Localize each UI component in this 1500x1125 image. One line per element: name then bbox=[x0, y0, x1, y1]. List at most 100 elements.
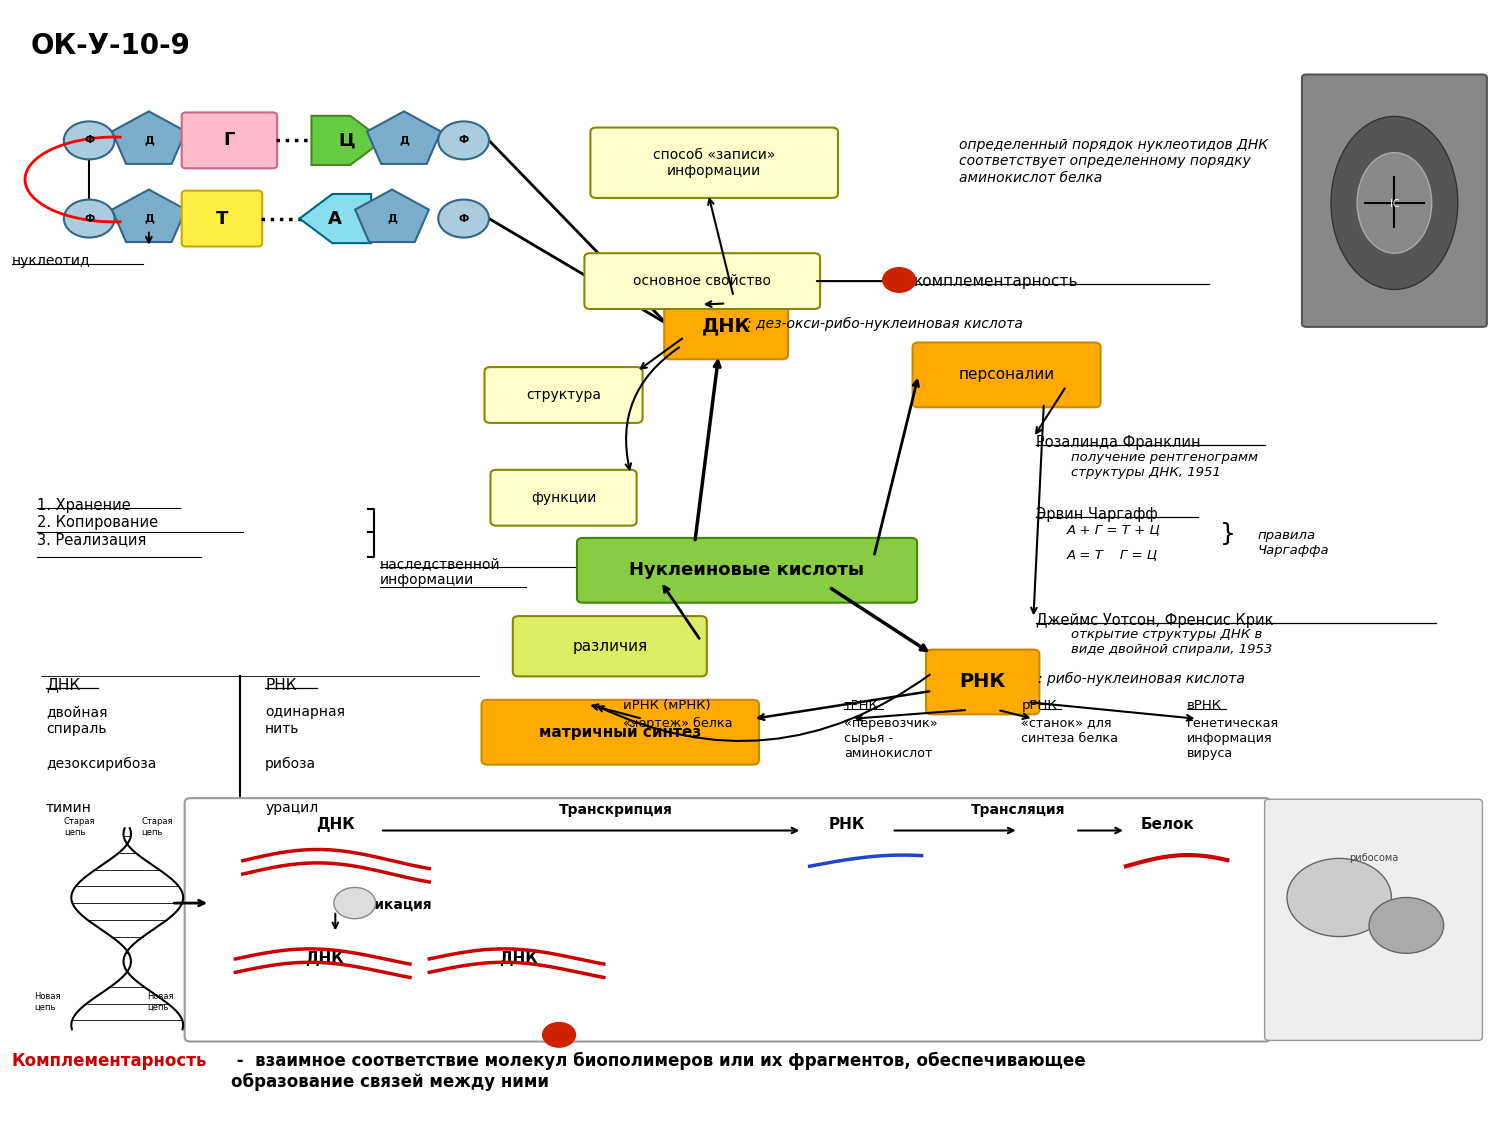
Text: двойная
спираль: двойная спираль bbox=[46, 705, 108, 736]
Text: различия: различия bbox=[572, 639, 648, 654]
FancyBboxPatch shape bbox=[513, 616, 706, 676]
Text: ДНК: ДНК bbox=[316, 817, 354, 832]
Text: Старая
цепь: Старая цепь bbox=[141, 817, 172, 837]
Text: Розалинда Франклин: Розалинда Франклин bbox=[1036, 435, 1202, 450]
Text: наследственной
информации: наследственной информации bbox=[380, 557, 501, 587]
Text: тимин: тимин bbox=[46, 801, 92, 816]
Text: Ф: Ф bbox=[84, 214, 94, 224]
Text: Г: Г bbox=[224, 132, 236, 150]
Text: рРНК: рРНК bbox=[1022, 699, 1058, 712]
Text: Д: Д bbox=[387, 214, 398, 224]
Text: Т: Т bbox=[216, 209, 228, 227]
Text: Эрвин Чаргафф: Эрвин Чаргафф bbox=[1036, 506, 1158, 522]
Text: рибоза: рибоза bbox=[266, 757, 316, 771]
Circle shape bbox=[334, 888, 375, 919]
FancyBboxPatch shape bbox=[1264, 799, 1482, 1041]
FancyBboxPatch shape bbox=[664, 292, 788, 359]
Polygon shape bbox=[112, 111, 186, 164]
Text: Ф: Ф bbox=[459, 214, 468, 224]
Text: Д: Д bbox=[144, 214, 154, 224]
Text: основное свойство: основное свойство bbox=[633, 274, 771, 288]
Text: РНК: РНК bbox=[266, 677, 297, 693]
FancyBboxPatch shape bbox=[184, 798, 1270, 1042]
Text: РНК: РНК bbox=[830, 817, 866, 832]
Text: ДНК: ДНК bbox=[306, 951, 344, 966]
Text: «чертеж» белка: «чертеж» белка bbox=[622, 717, 732, 730]
Text: РНК: РНК bbox=[960, 673, 1006, 692]
FancyBboxPatch shape bbox=[482, 700, 759, 765]
Text: Ф: Ф bbox=[84, 135, 94, 145]
Text: Комплементарность: Комплементарность bbox=[12, 1052, 207, 1070]
Text: Новая
цепь: Новая цепь bbox=[34, 992, 60, 1011]
Text: IC: IC bbox=[1389, 199, 1400, 209]
Text: структура: структура bbox=[526, 388, 602, 402]
Text: персоналии: персоналии bbox=[958, 368, 1054, 382]
FancyBboxPatch shape bbox=[591, 127, 838, 198]
Text: Джеймс Уотсон, Френсис Крик: Джеймс Уотсон, Френсис Крик bbox=[1036, 613, 1274, 628]
Text: Ц: Ц bbox=[339, 132, 356, 150]
Text: нуклеотид: нуклеотид bbox=[12, 254, 90, 268]
Text: Д: Д bbox=[399, 135, 410, 145]
Text: Нуклеиновые кислоты: Нуклеиновые кислоты bbox=[630, 561, 864, 579]
Text: -  взаимное соответствие молекул биополимеров или их фрагментов, обеспечивающее
: - взаимное соответствие молекул биополим… bbox=[231, 1052, 1086, 1091]
Text: А: А bbox=[328, 209, 342, 227]
Text: «перевозчик»
сырья -
аминокислот: «перевозчик» сырья - аминокислот bbox=[844, 717, 938, 759]
Text: тРНК: тРНК bbox=[844, 699, 879, 712]
FancyBboxPatch shape bbox=[1302, 74, 1486, 327]
Text: функции: функции bbox=[531, 490, 596, 505]
Text: одинарная
нить: одинарная нить bbox=[266, 705, 345, 736]
Circle shape bbox=[884, 268, 915, 292]
Text: Трансляция: Трансляция bbox=[970, 802, 1065, 817]
Text: генетическая
информация
вируса: генетическая информация вируса bbox=[1186, 717, 1280, 759]
Ellipse shape bbox=[1358, 153, 1431, 253]
Text: «станок» для
синтеза белка: «станок» для синтеза белка bbox=[1022, 717, 1119, 745]
FancyBboxPatch shape bbox=[182, 112, 278, 169]
FancyBboxPatch shape bbox=[585, 253, 820, 309]
Text: : рибо-нуклеиновая кислота: : рибо-нуклеиновая кислота bbox=[1038, 672, 1245, 685]
Text: урацил: урацил bbox=[266, 801, 318, 816]
Text: Белок: Белок bbox=[1142, 817, 1194, 832]
FancyBboxPatch shape bbox=[926, 649, 1040, 714]
Circle shape bbox=[64, 199, 114, 237]
Text: Транскрипция: Транскрипция bbox=[560, 802, 672, 817]
FancyBboxPatch shape bbox=[484, 367, 642, 423]
Ellipse shape bbox=[1330, 116, 1458, 289]
FancyBboxPatch shape bbox=[912, 342, 1101, 407]
Text: дезоксирибоза: дезоксирибоза bbox=[46, 757, 156, 771]
Circle shape bbox=[1370, 898, 1443, 953]
Circle shape bbox=[543, 1023, 576, 1047]
Text: открытие структуры ДНК в
виде двойной спирали, 1953: открытие структуры ДНК в виде двойной сп… bbox=[1071, 629, 1272, 656]
FancyBboxPatch shape bbox=[490, 470, 636, 525]
Circle shape bbox=[1287, 858, 1392, 937]
Text: иРНК (мРНК): иРНК (мРНК) bbox=[622, 699, 711, 712]
Text: Д: Д bbox=[144, 135, 154, 145]
FancyBboxPatch shape bbox=[578, 538, 916, 603]
Circle shape bbox=[438, 122, 489, 160]
Text: ДНК: ДНК bbox=[500, 951, 538, 966]
Text: А = Т    Г = Ц: А = Т Г = Ц bbox=[1066, 548, 1158, 561]
Text: ДНК: ДНК bbox=[702, 316, 752, 335]
Text: Ф: Ф bbox=[459, 135, 468, 145]
Text: 1. Хранение
2. Копирование
3. Реализация: 1. Хранение 2. Копирование 3. Реализация bbox=[38, 497, 158, 548]
FancyBboxPatch shape bbox=[182, 190, 262, 246]
Polygon shape bbox=[300, 193, 370, 243]
Text: определенный порядок нуклеотидов ДНК
соответствует определенному порядку
аминоки: определенный порядок нуклеотидов ДНК соо… bbox=[958, 138, 1268, 184]
Circle shape bbox=[438, 199, 489, 237]
Text: ОК-У-10-9: ОК-У-10-9 bbox=[32, 33, 190, 60]
Text: вРНК: вРНК bbox=[1186, 699, 1222, 712]
Text: А + Г = Т + Ц: А + Г = Т + Ц bbox=[1066, 523, 1160, 537]
Text: ДНК: ДНК bbox=[46, 677, 80, 693]
Text: : дез-окси-рибо-нуклеиновая кислота: : дез-окси-рибо-нуклеиновая кислота bbox=[747, 316, 1023, 331]
Circle shape bbox=[64, 122, 114, 160]
Text: Старая
цепь: Старая цепь bbox=[64, 817, 96, 837]
Polygon shape bbox=[368, 111, 441, 164]
Text: матричный синтез: матричный синтез bbox=[538, 724, 702, 740]
Text: Новая
цепь: Новая цепь bbox=[147, 992, 174, 1011]
Text: правила
Чаргаффа: правила Чаргаффа bbox=[1257, 529, 1329, 557]
Polygon shape bbox=[112, 189, 186, 242]
Text: комплементарность: комплементарность bbox=[914, 274, 1078, 289]
Text: Репликация: Репликация bbox=[336, 898, 433, 911]
Text: получение рентгенограмм
структуры ДНК, 1951: получение рентгенограмм структуры ДНК, 1… bbox=[1071, 451, 1257, 479]
Text: }: } bbox=[1220, 522, 1236, 547]
Text: способ «записи»
информации: способ «записи» информации bbox=[652, 147, 776, 178]
